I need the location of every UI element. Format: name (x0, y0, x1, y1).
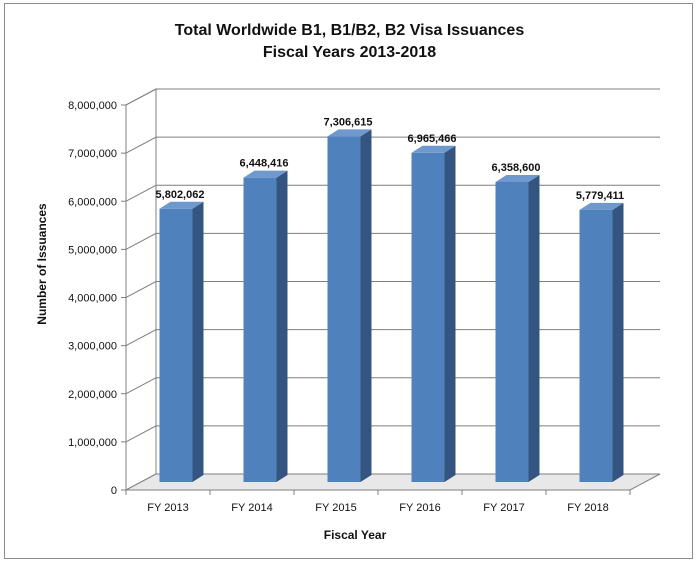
x-tick-label: FY 2015 (315, 502, 356, 514)
bar (579, 209, 613, 482)
bar (159, 208, 193, 483)
bar-top (159, 201, 204, 209)
gridline (125, 184, 660, 202)
y-tick-label: 8,000,000 (68, 100, 117, 112)
x-axis-label: Fiscal Year (323, 528, 387, 542)
data-label: 6,965,466 (408, 133, 457, 145)
bar-top (579, 202, 624, 210)
bar-top (495, 174, 540, 182)
chart-title: Total Worldwide B1, B1/B2, B2 Visa Issua… (174, 22, 525, 39)
x-tick-label: FY 2014 (231, 502, 272, 514)
y-tick-label: 2,000,000 (68, 389, 117, 401)
data-label: 6,448,416 (240, 158, 289, 170)
bar (243, 177, 277, 482)
x-tick-label: FY 2013 (147, 502, 188, 514)
y-tick-label: 3,000,000 (68, 341, 117, 353)
data-label: 6,358,600 (492, 162, 541, 174)
gridline (125, 88, 660, 106)
y-tick-label: 4,000,000 (68, 293, 117, 305)
bar-side (192, 201, 204, 483)
bar-side (360, 129, 372, 483)
y-axis-label: Number of Issuances (35, 203, 49, 325)
bar-side (612, 202, 624, 482)
bar (411, 152, 445, 483)
gridline (125, 281, 660, 298)
x-tick-label: FY 2018 (567, 502, 608, 514)
y-tick-label: 6,000,000 (68, 196, 117, 208)
y-tick-label: 5,000,000 (68, 244, 117, 256)
bar-side (276, 170, 288, 482)
y-tick-label: 7,000,000 (68, 148, 117, 160)
bar (327, 136, 361, 483)
data-label: 7,306,615 (324, 116, 373, 128)
bar-top (411, 145, 456, 153)
bar-top (327, 129, 372, 137)
bar-side (528, 174, 540, 482)
gridline (125, 425, 660, 443)
x-tick-label: FY 2016 (399, 502, 440, 514)
bar (495, 181, 529, 482)
bar-top (243, 170, 288, 178)
data-label: 5,802,062 (156, 189, 205, 201)
y-tick-label: 0 (111, 485, 117, 497)
chart-subtitle: Fiscal Years 2013-2018 (262, 44, 437, 61)
gridline (125, 136, 660, 154)
bar-side (444, 145, 456, 483)
y-tick-label: 1,000,000 (68, 437, 117, 449)
x-tick-label: FY 2017 (483, 502, 524, 514)
gridline (125, 329, 660, 347)
gridline (125, 377, 660, 395)
gridline (125, 232, 660, 250)
data-label: 5,779,411 (576, 190, 624, 202)
